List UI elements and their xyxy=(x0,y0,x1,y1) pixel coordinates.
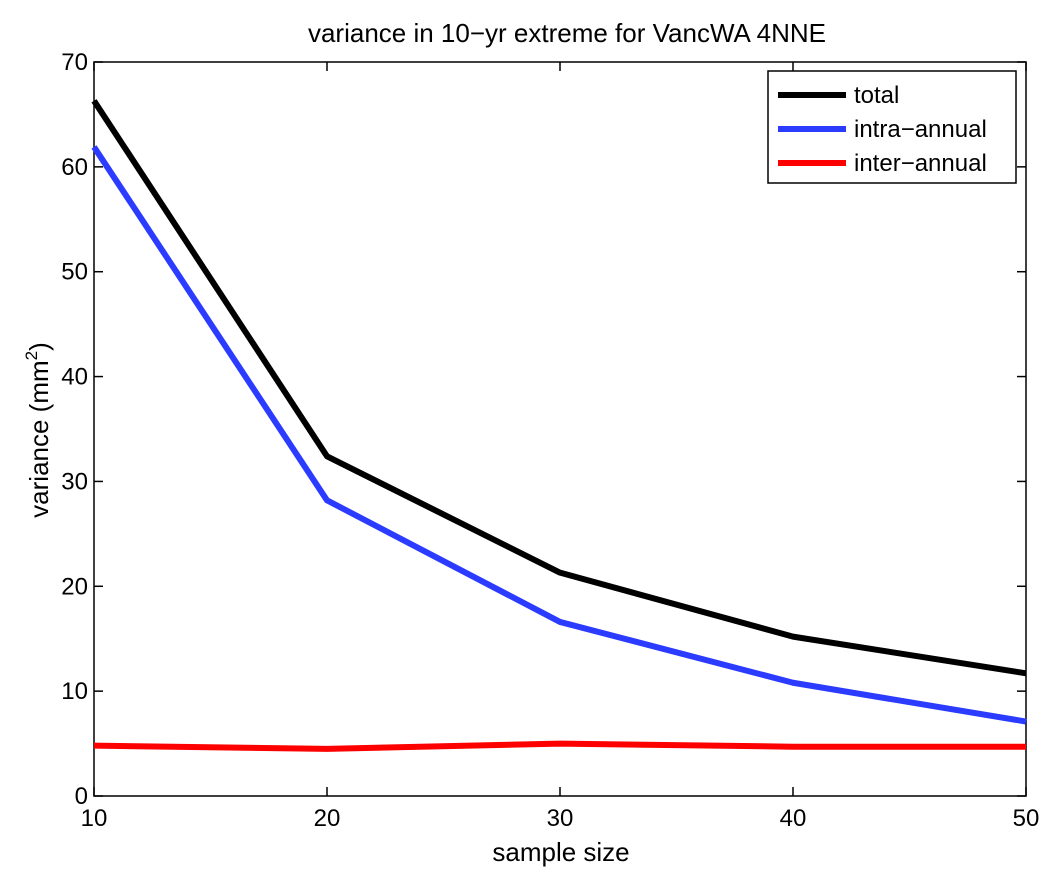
chart-title: variance in 10−yr extreme for VancWA 4NN… xyxy=(308,18,826,48)
y-axis-label-close: ) xyxy=(24,342,54,351)
plot-area xyxy=(91,61,1027,797)
series-lines xyxy=(91,99,1027,752)
y-tick-label: 20 xyxy=(61,573,88,600)
x-tick-label: 50 xyxy=(1013,805,1040,832)
y-axis-tick-labels: 0 10 20 30 40 50 60 70 xyxy=(61,49,88,810)
y-tick-label: 30 xyxy=(61,468,88,495)
x-tick-label: 20 xyxy=(314,805,341,832)
y-tick-label: 60 xyxy=(61,154,88,181)
x-tick-label: 30 xyxy=(547,805,574,832)
y-axis-label-superscript: 2 xyxy=(22,351,41,360)
legend-label-1: intra−annual xyxy=(854,116,987,143)
y-tick-label: 0 xyxy=(75,783,88,810)
series-line-2 xyxy=(93,740,1026,752)
x-axis-label: sample size xyxy=(492,837,629,867)
y-axis-label: variance (mm2) xyxy=(22,342,54,518)
legend: total intra−annual inter−annual xyxy=(767,70,1017,184)
series-line-1 xyxy=(91,145,1027,725)
x-axis-tick-labels: 10 20 30 40 50 xyxy=(81,805,1040,832)
x-axis-ticks xyxy=(93,62,1027,796)
legend-label-2: inter−annual xyxy=(854,150,987,177)
x-tick-label: 10 xyxy=(81,805,108,832)
y-tick-label: 40 xyxy=(61,364,88,391)
y-tick-label: 50 xyxy=(61,259,88,286)
y-tick-label: 70 xyxy=(61,49,88,76)
series-line-0 xyxy=(91,99,1027,677)
legend-label-0: total xyxy=(854,82,899,109)
y-axis-label-text: variance (mm xyxy=(24,360,54,517)
y-tick-label: 10 xyxy=(61,678,88,705)
y-axis-ticks xyxy=(94,61,1026,797)
x-tick-label: 40 xyxy=(780,805,807,832)
